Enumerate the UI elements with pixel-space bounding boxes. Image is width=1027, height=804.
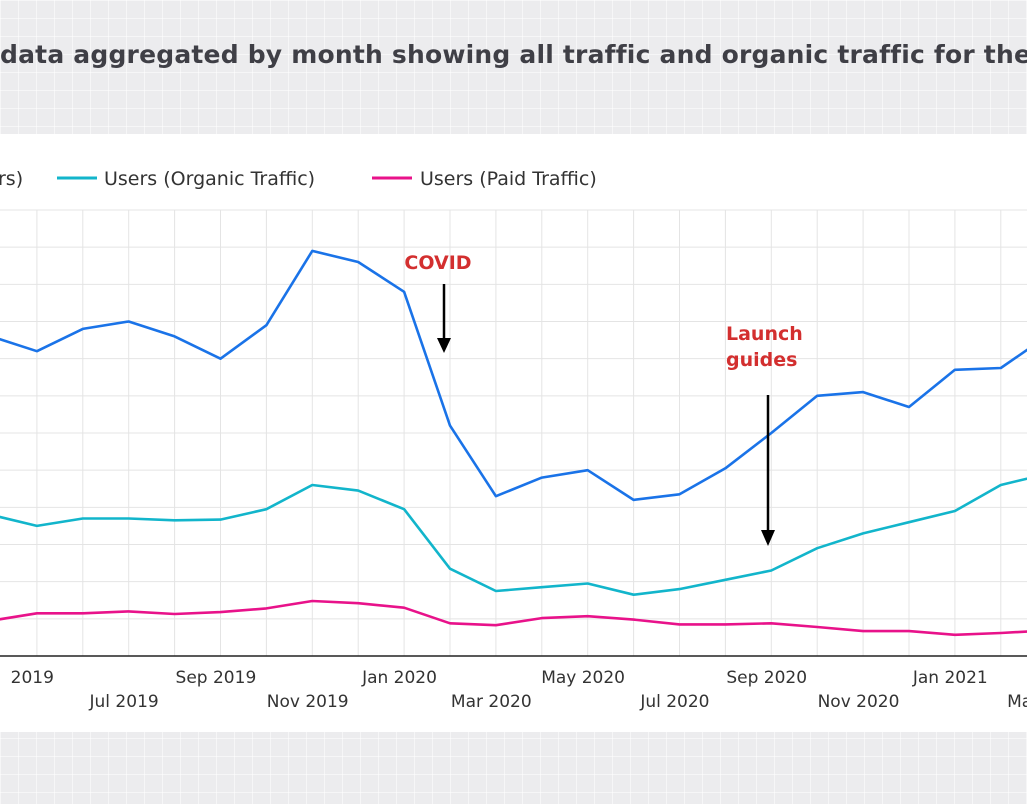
legend-label-paid: Users (Paid Traffic)	[420, 168, 597, 190]
covid-arrowhead-icon	[437, 338, 451, 353]
page-title: data aggregated by month showing all tra…	[0, 40, 1027, 69]
launch-label-line1: Launch	[726, 323, 803, 345]
launch-guides-annotation: Launch guides	[726, 323, 803, 546]
x-tick-label: Jul 2019	[89, 692, 159, 712]
chart-series	[0, 249, 1027, 637]
x-tick-label: Jul 2020	[639, 692, 709, 712]
x-tick-label: Sep 2019	[176, 668, 257, 688]
x-tick-label: Mar 2020	[451, 692, 532, 712]
chart-card: rs) Users (Organic Traffic) Users (Paid …	[0, 134, 1027, 732]
covid-annotation: COVID	[404, 252, 472, 353]
x-tick-label: May 2020	[541, 668, 625, 688]
x-tick-label: Mar 202	[1007, 692, 1027, 712]
x-tick-label: Nov 2019	[267, 692, 349, 712]
series-line-2	[0, 599, 1027, 637]
x-tick-label: Jan 2020	[361, 668, 437, 688]
launch-arrowhead-icon	[761, 530, 775, 546]
x-tick-label: Nov 2020	[818, 692, 900, 712]
traffic-line-chart: rs) Users (Organic Traffic) Users (Paid …	[0, 168, 1027, 712]
chart-legend: rs) Users (Organic Traffic) Users (Paid …	[0, 168, 597, 190]
legend-label-organic: Users (Organic Traffic)	[104, 168, 315, 190]
x-tick-label: Jan 2021	[912, 668, 988, 688]
legend-item-paid[interactable]: Users (Paid Traffic)	[372, 168, 597, 190]
legend-item-organic[interactable]: Users (Organic Traffic)	[57, 168, 315, 190]
x-axis-ticks: 2019 Jul 2019 Sep 2019 Nov 2019 Jan 2020 Mar …	[11, 668, 1027, 712]
series-line-0	[0, 249, 1027, 502]
series-line-1	[0, 477, 1027, 597]
x-tick-label: Sep 2020	[726, 668, 807, 688]
legend-label-users: rs)	[0, 168, 23, 190]
legend-item-users[interactable]: rs)	[0, 168, 23, 190]
covid-label: COVID	[404, 252, 471, 274]
launch-label-line2: guides	[726, 349, 797, 371]
x-tick-label: 2019	[11, 668, 54, 688]
